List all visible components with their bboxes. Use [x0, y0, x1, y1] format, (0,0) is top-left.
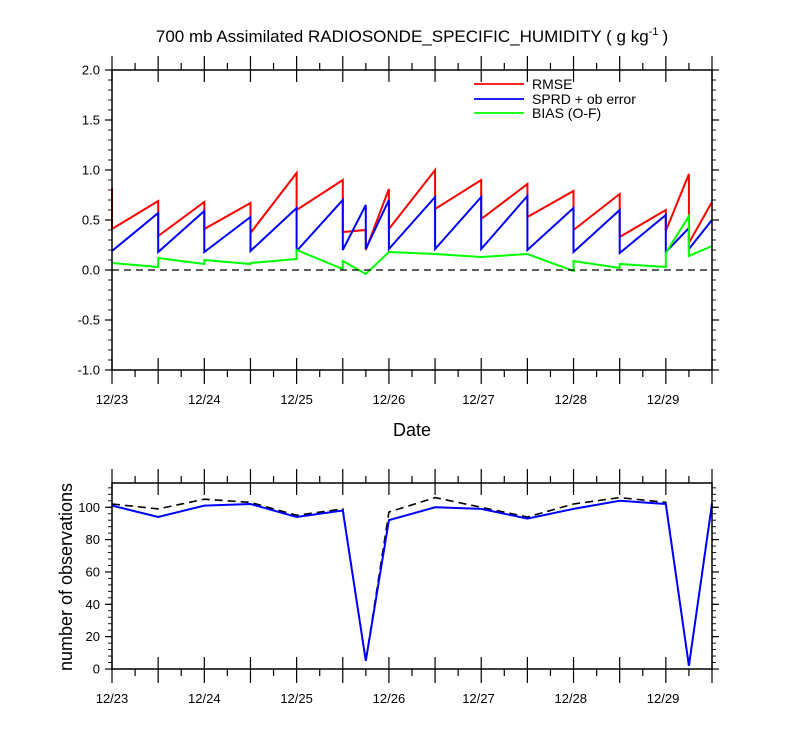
y-tick-label: 1.5	[82, 113, 100, 128]
y-tick-label: 0.0	[82, 263, 100, 278]
x-axis-title: Date	[393, 420, 431, 440]
x-tick-label: 12/26	[373, 691, 406, 706]
x-tick-label: 12/25	[280, 392, 313, 407]
top-series-group	[111, 167, 713, 276]
x-tick-label: 12/28	[554, 691, 587, 706]
bottom-x-ticks: 12/23 12/24 12/25 12/26 12/27 12/28 12/29	[96, 469, 713, 706]
legend-sprd-label: SPRD + ob error	[532, 91, 636, 107]
y-tick-label: 60	[86, 564, 100, 579]
y-tick-label: 2.0	[82, 63, 100, 78]
bottom-plot-frame	[111, 482, 713, 670]
legend: RMSE SPRD + ob error BIAS (O-F)	[474, 76, 636, 121]
y-tick-label: -1.0	[78, 363, 100, 378]
x-tick-label: 12/24	[188, 691, 221, 706]
top-plot-frame	[111, 69, 713, 371]
series-line-sprd-ob-error	[111, 193, 713, 256]
x-tick-label: 12/26	[373, 392, 406, 407]
y-tick-label: 0.5	[82, 213, 100, 228]
series-line-possible-observations	[111, 496, 713, 666]
x-tick-label: 12/27	[462, 691, 495, 706]
x-tick-label: 12/23	[96, 392, 129, 407]
legend-rmse-label: RMSE	[532, 76, 572, 92]
y-tick-label: 0	[93, 662, 100, 677]
top-chart-panel: 700 mb Assimilated RADIOSONDE_SPECIFIC_H…	[78, 26, 719, 440]
x-tick-label: 12/29	[647, 392, 680, 407]
series-line-assimilated-observations	[111, 499, 713, 666]
x-tick-label: 12/28	[554, 392, 587, 407]
x-tick-label: 12/23	[96, 691, 129, 706]
y-tick-label: 20	[86, 629, 100, 644]
y-tick-label: -0.5	[78, 313, 100, 328]
chart-title: 700 mb Assimilated RADIOSONDE_SPECIFIC_H…	[156, 26, 668, 46]
y-tick-label: 80	[86, 532, 100, 547]
y-axis-title-observations: number of observations	[56, 483, 76, 671]
y-tick-label: 100	[78, 500, 100, 515]
x-tick-label: 12/24	[188, 392, 221, 407]
bottom-y-ticks: 100 80 60 40 20 0	[78, 487, 719, 677]
x-tick-label: 12/29	[647, 691, 680, 706]
series-line-bias-o-f	[111, 212, 713, 276]
x-tick-label: 12/27	[462, 392, 495, 407]
x-tick-label: 12/25	[280, 691, 313, 706]
bottom-series-group	[111, 496, 713, 666]
legend-bias-label: BIAS (O-F)	[532, 105, 601, 121]
top-y-ticks: 2.0 1.5 1.0 0.5 0.0 -0.5 -1.0	[78, 63, 719, 378]
y-tick-label: 1.0	[82, 163, 100, 178]
series-line-rmse	[111, 167, 713, 251]
top-x-ticks: 12/23 12/24 12/25 12/26 12/27 12/28 12/29	[96, 56, 713, 407]
y-tick-label: 40	[86, 597, 100, 612]
